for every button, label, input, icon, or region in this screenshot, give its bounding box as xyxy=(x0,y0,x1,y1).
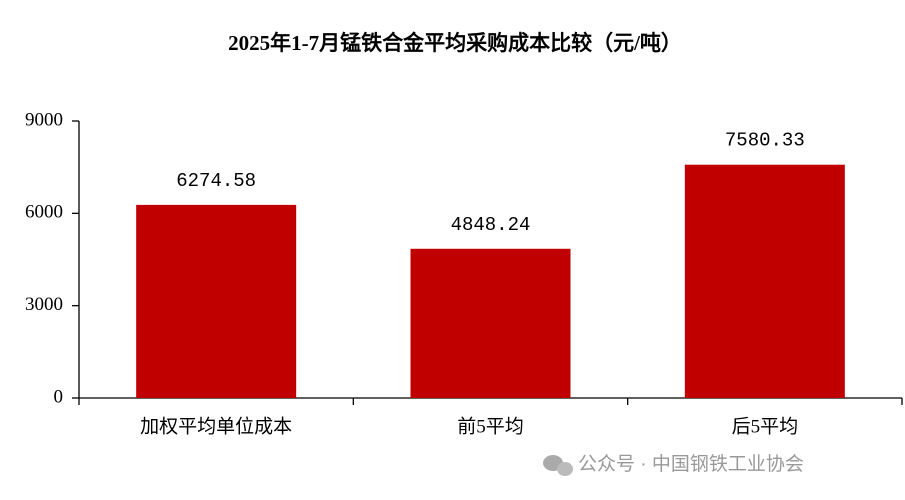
bar xyxy=(684,164,845,398)
value-label: 7580.33 xyxy=(725,130,805,152)
y-tick-label: 3000 xyxy=(25,294,63,315)
x-tick-label: 后5平均 xyxy=(732,415,799,437)
chart-title: 2025年1-7月锰铁合金平均采购成本比较（元/吨） xyxy=(228,31,682,55)
x-tick-label: 前5平均 xyxy=(457,415,524,437)
value-label: 6274.58 xyxy=(176,170,256,192)
watermark-icon xyxy=(543,455,573,476)
bar xyxy=(136,204,297,398)
y-tick-label: 0 xyxy=(54,386,64,407)
x-tick-label: 加权平均单位成本 xyxy=(140,415,292,437)
y-tick-label: 6000 xyxy=(25,202,63,223)
y-tick-label: 9000 xyxy=(25,109,63,130)
bar xyxy=(410,248,571,398)
value-label: 4848.24 xyxy=(451,214,531,236)
watermark: 公众号 · 中国钢铁工业协会 xyxy=(578,453,804,475)
